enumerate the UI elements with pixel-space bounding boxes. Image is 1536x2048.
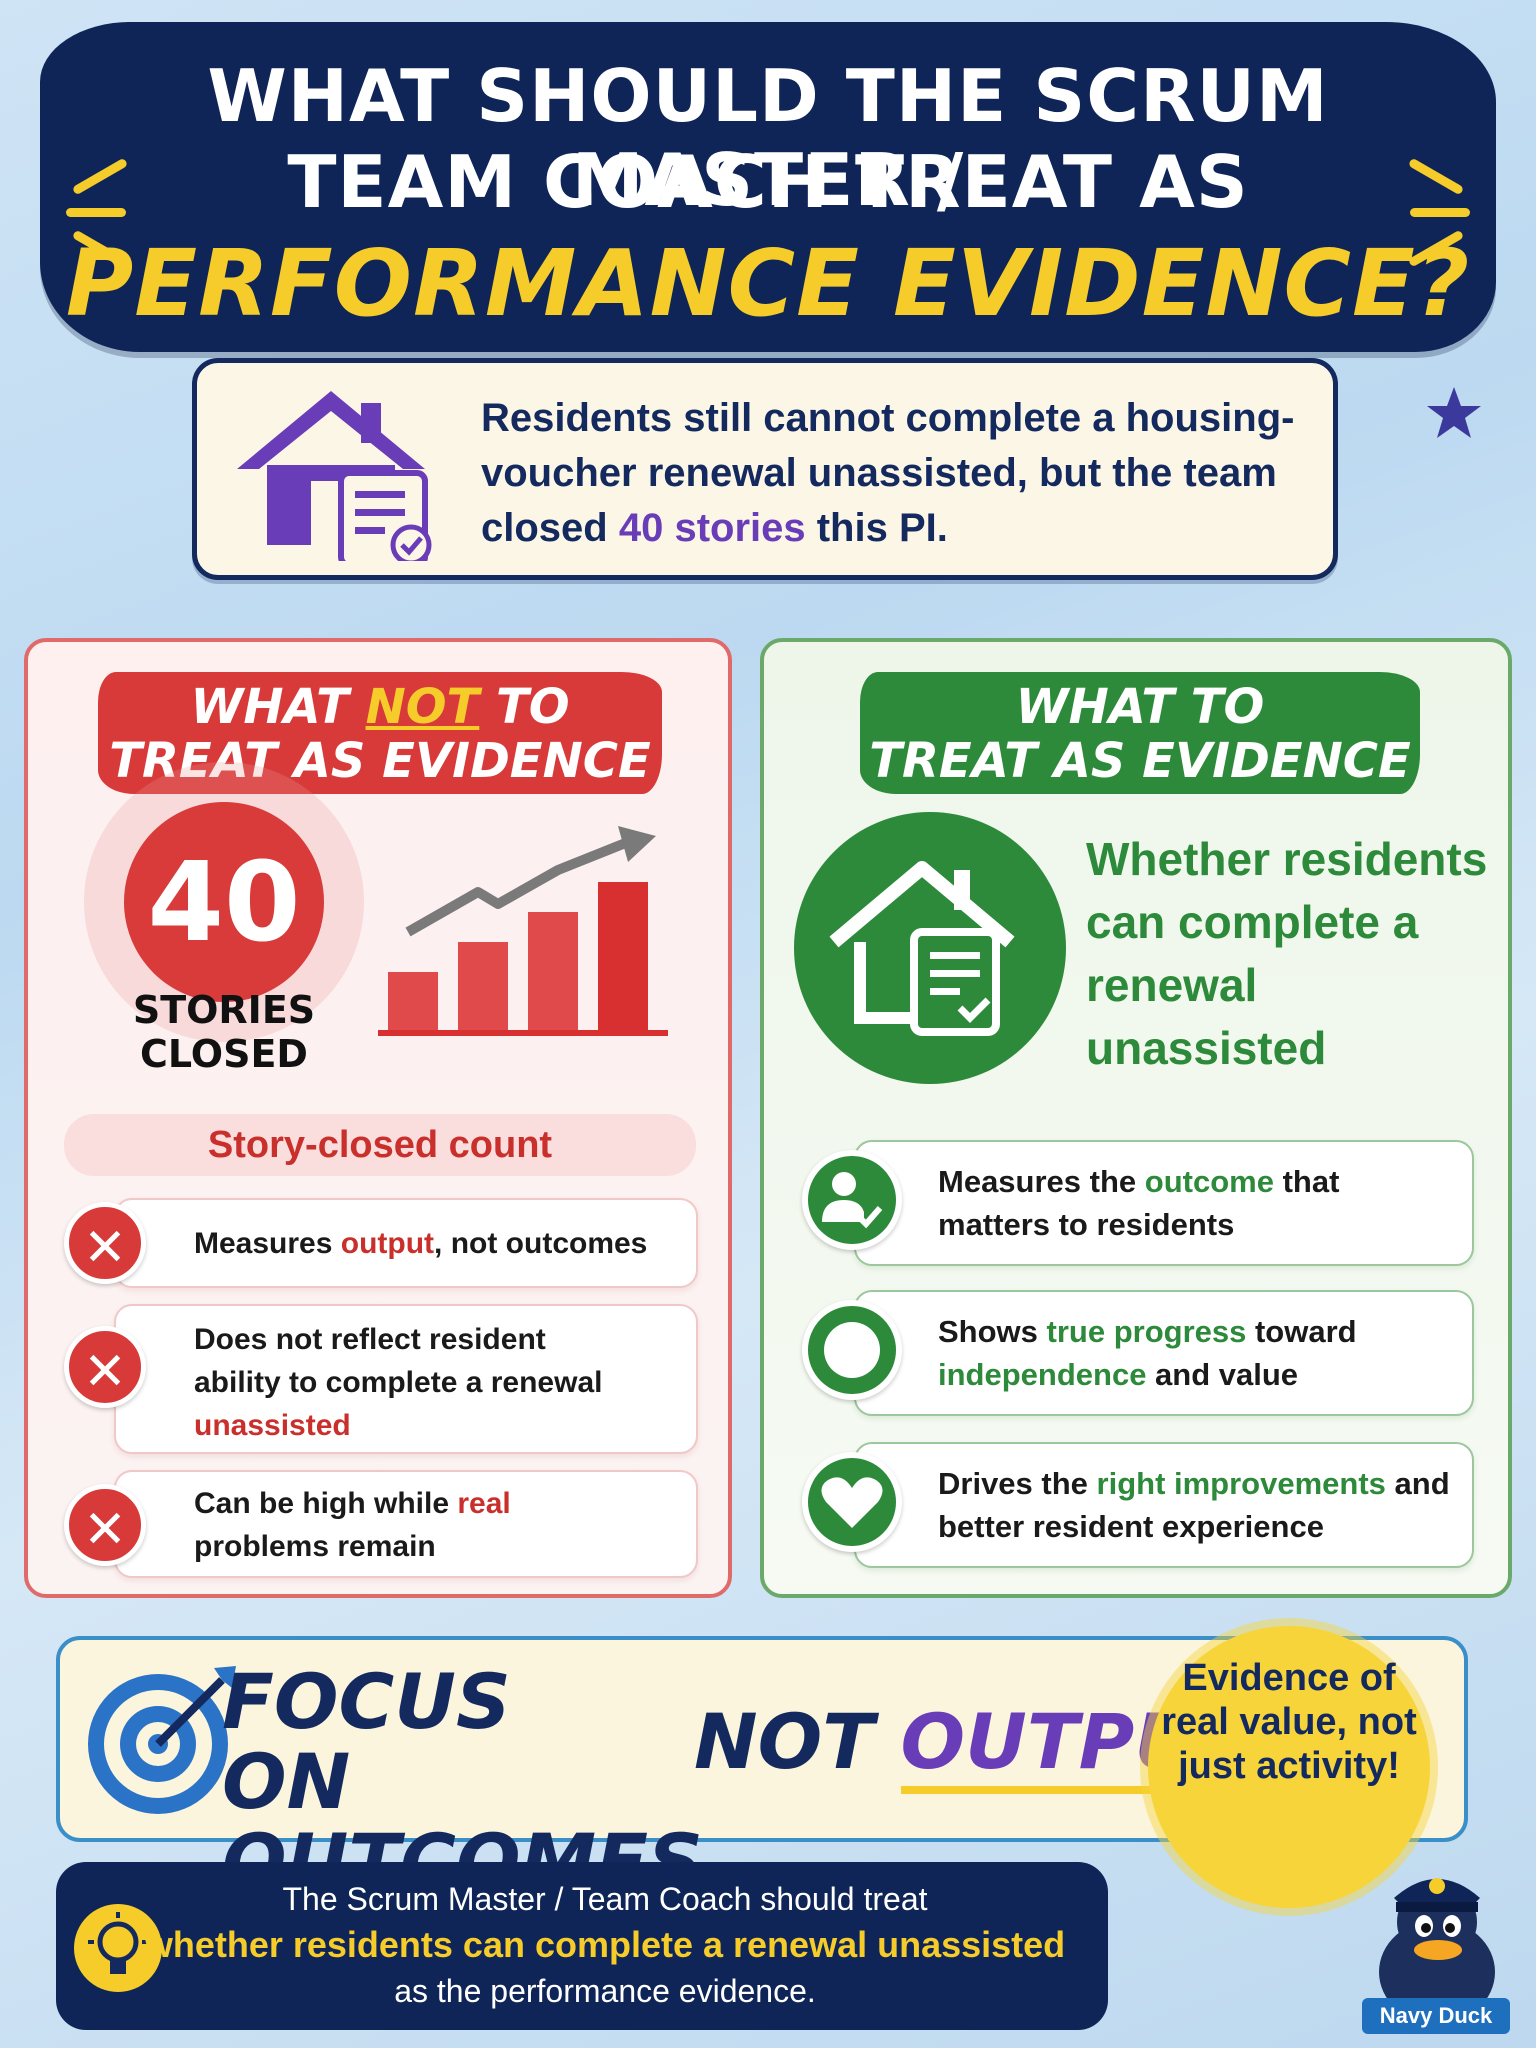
evidence-badge-text: Evidence of real value, not just activit…	[1161, 1657, 1417, 1787]
evidence-heading: WHAT TO TREAT AS EVIDENCE	[860, 672, 1420, 794]
con-item: Can be high while real problems remain	[114, 1470, 698, 1578]
situation-text: Residents still cannot complete a housin…	[481, 396, 1295, 550]
situation-box: Residents still cannot complete a housin…	[192, 358, 1338, 580]
mascot-label: Navy Duck	[1362, 1998, 1510, 2034]
title-banner: WHAT SHOULD THE SCRUM MASTER / TEAM COAC…	[40, 22, 1496, 352]
stories-highlight: 40 stories	[618, 506, 806, 550]
lightbulb-icon	[74, 1904, 162, 1992]
story-closed-count-pill: Story-closed count	[64, 1114, 696, 1176]
not-evidence-heading: WHAT NOT TO TREAT AS EVIDENCE	[98, 672, 662, 794]
con-item: Does not reflect resident ability to com…	[114, 1304, 698, 1454]
pro-item: Shows true progress toward independence …	[854, 1290, 1474, 1416]
pro-item: Drives the right improvements and better…	[854, 1442, 1474, 1568]
title-line-2: TEAM COACH TREAT AS	[287, 140, 1249, 224]
x-icon: ✕	[64, 1202, 146, 1284]
con-item: Measures output, not outcomes	[114, 1198, 698, 1288]
stories-closed-label: STORIES CLOSED	[132, 988, 316, 1076]
house-document-icon	[237, 391, 432, 561]
not-evidence-panel: WHAT NOT TO TREAT AS EVIDENCE 40 STORIES…	[24, 638, 732, 1598]
person-check-icon	[802, 1150, 902, 1250]
progress-ring-icon	[802, 1300, 902, 1400]
target-icon	[88, 1666, 236, 1814]
house-document-icon	[829, 861, 1015, 1036]
title-line-1: WHAT SHOULD THE SCRUM MASTER /	[207, 54, 1329, 222]
x-icon: ✕	[64, 1326, 146, 1408]
evidence-badge	[1148, 1626, 1430, 1908]
house-check-badge	[794, 812, 1066, 1084]
evidence-main-statement: Whether residents can complete a renewal…	[1086, 833, 1488, 1074]
spark-icon	[1410, 208, 1470, 217]
heart-icon	[802, 1452, 902, 1552]
bar-chart-icon	[378, 826, 668, 1036]
conclusion-box	[56, 1862, 1108, 2030]
x-icon: ✕	[64, 1484, 146, 1566]
star-icon	[1427, 387, 1481, 438]
pro-item: Measures the outcome that matters to res…	[854, 1140, 1474, 1266]
title-line-3: PERFORMANCE EVIDENCE?	[65, 230, 1471, 337]
evidence-panel: WHAT TO TREAT AS EVIDENCE Whether reside…	[760, 638, 1512, 1598]
conclusion-text: The Scrum Master / Team Coach should tre…	[144, 1881, 1066, 2009]
spark-icon	[66, 208, 126, 217]
stories-count-badge: 40	[124, 802, 324, 1002]
